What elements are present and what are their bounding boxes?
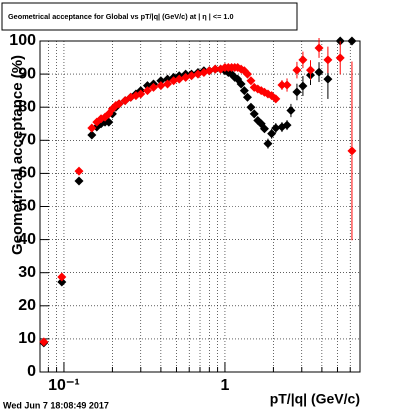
x-tick-label: 1 xyxy=(220,377,229,394)
marker xyxy=(114,99,124,109)
marker xyxy=(271,94,281,104)
plot-frame xyxy=(39,40,361,373)
marker xyxy=(242,69,252,79)
marker xyxy=(156,76,166,86)
marker xyxy=(267,129,277,139)
marker xyxy=(292,87,302,97)
marker xyxy=(236,79,246,89)
marker xyxy=(163,79,173,89)
marker xyxy=(298,55,308,65)
y-tick-label: 0 xyxy=(27,363,36,380)
y-tick-label: 100 xyxy=(9,32,36,49)
marker xyxy=(263,139,273,149)
x-tick-label: 10⁻¹ xyxy=(48,377,80,394)
marker xyxy=(282,80,292,90)
marker xyxy=(323,74,333,84)
marker xyxy=(74,176,84,186)
y-tick-label: 10 xyxy=(18,330,36,347)
marker xyxy=(242,92,252,102)
marker xyxy=(156,81,166,91)
marker xyxy=(87,130,97,140)
marker xyxy=(277,80,287,90)
marker xyxy=(246,76,256,86)
marker xyxy=(136,89,146,99)
marker xyxy=(335,53,345,63)
title-box xyxy=(1,2,298,31)
y-tick-label: 70 xyxy=(18,132,36,149)
marker xyxy=(292,65,302,75)
marker xyxy=(282,120,292,130)
y-tick-label: 60 xyxy=(18,165,36,182)
marker xyxy=(271,123,281,133)
footer: Wed Jun 7 18:08:49 2017 xyxy=(3,400,109,410)
marker xyxy=(335,36,345,46)
chart-title: Geometrical acceptance for Global vs pT/… xyxy=(8,12,234,21)
marker xyxy=(246,102,256,112)
marker xyxy=(87,123,97,133)
y-axis-label: Geometrical acceptance (%) xyxy=(9,55,26,255)
marker xyxy=(142,86,152,96)
marker xyxy=(259,124,269,134)
marker xyxy=(239,86,249,96)
marker xyxy=(347,36,357,46)
y-tick-label: 90 xyxy=(18,65,36,82)
marker xyxy=(57,272,67,282)
marker xyxy=(286,106,296,116)
marker xyxy=(323,55,333,65)
marker xyxy=(314,43,324,53)
x-axis-label: pT/|q| (GeV/c) xyxy=(270,391,360,407)
y-tick-label: 50 xyxy=(18,198,36,215)
y-tick-label: 40 xyxy=(18,231,36,248)
y-tick-label: 30 xyxy=(18,264,36,281)
y-tick-label: 80 xyxy=(18,98,36,115)
marker xyxy=(210,64,220,74)
marker xyxy=(74,166,84,176)
marker xyxy=(347,146,357,156)
y-tick-label: 20 xyxy=(18,297,36,314)
marker xyxy=(39,337,49,347)
marker xyxy=(174,74,184,84)
marker xyxy=(187,71,197,81)
marker xyxy=(306,65,316,75)
marker xyxy=(314,67,324,77)
marker xyxy=(298,81,308,91)
marker xyxy=(57,277,67,287)
marker xyxy=(249,109,259,119)
marker xyxy=(149,82,159,92)
